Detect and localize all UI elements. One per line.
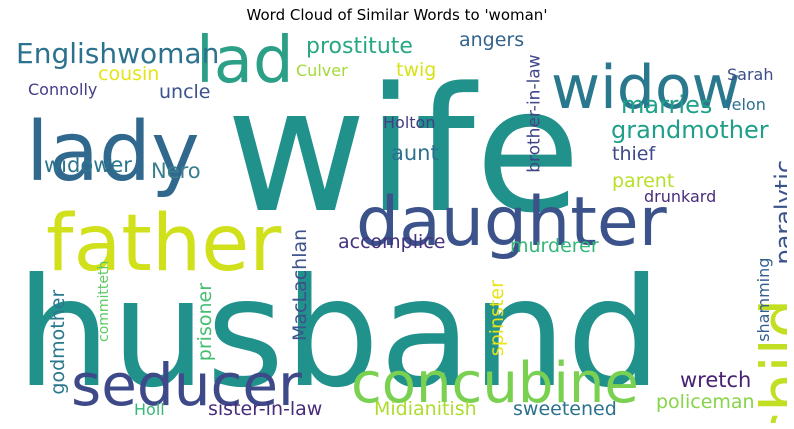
word-spinster: spinster [486, 280, 508, 356]
word-nero: Nero [151, 159, 201, 183]
word-seducer: seducer [71, 351, 302, 419]
word-godmother: godmother [47, 290, 69, 395]
word-shamming: shamming [754, 258, 773, 342]
word-connolly: Connolly [28, 80, 97, 99]
word-midianitish: Midianitish [374, 398, 477, 420]
word-murderer: murderer [510, 235, 599, 257]
word-widow: widow [551, 53, 741, 123]
word-accomplice: accomplice [338, 231, 445, 253]
word-englishwoman: Englishwoman [16, 37, 219, 70]
word-wretch: wretch [680, 368, 751, 392]
word-holl: Holl [134, 400, 165, 419]
word-sweetened: sweetened [513, 398, 617, 420]
word-cousin: cousin [98, 63, 159, 85]
word-twig: twig [396, 59, 436, 81]
word-committeth: committeth [96, 261, 112, 342]
word-prostitute: prostitute [306, 34, 413, 59]
word-child: child [748, 299, 787, 423]
word-paralytic: paralytic [770, 160, 787, 265]
word-drunkard: drunkard [644, 187, 716, 206]
word-parent: parent [612, 170, 674, 192]
word-aunt: aunt [391, 141, 439, 165]
word-uncle: uncle [159, 81, 211, 103]
word-thief: thief [612, 143, 656, 165]
word-felon: felon [726, 95, 766, 114]
word-holton: Holton [383, 113, 435, 132]
word-daughter: daughter [356, 183, 667, 262]
word-brother-in-law: brother-in-law [525, 54, 545, 173]
word-husband: husband [16, 247, 662, 421]
word-wife: wife [226, 50, 581, 251]
word-sarah: Sarah [727, 65, 773, 84]
word-lady: lady [26, 105, 200, 200]
word-concubine: concubine [351, 351, 639, 416]
word-sister-in-law: sister-in-law [208, 398, 322, 420]
word-grandmother: grandmother [611, 116, 769, 144]
word-marries: marries [621, 91, 712, 119]
chart-title: Word Cloud of Similar Words to 'woman' [246, 6, 548, 24]
word-prisoner: prisoner [194, 283, 216, 361]
word-maclachlan: MacLachlan [289, 229, 311, 341]
word-widower: widower [44, 153, 132, 177]
word-lad: lad [196, 30, 294, 98]
word-angers: angers [459, 30, 524, 51]
word-father: father [46, 199, 282, 289]
word-culver: Culver [296, 61, 348, 80]
word-policeman: policeman [656, 391, 755, 413]
